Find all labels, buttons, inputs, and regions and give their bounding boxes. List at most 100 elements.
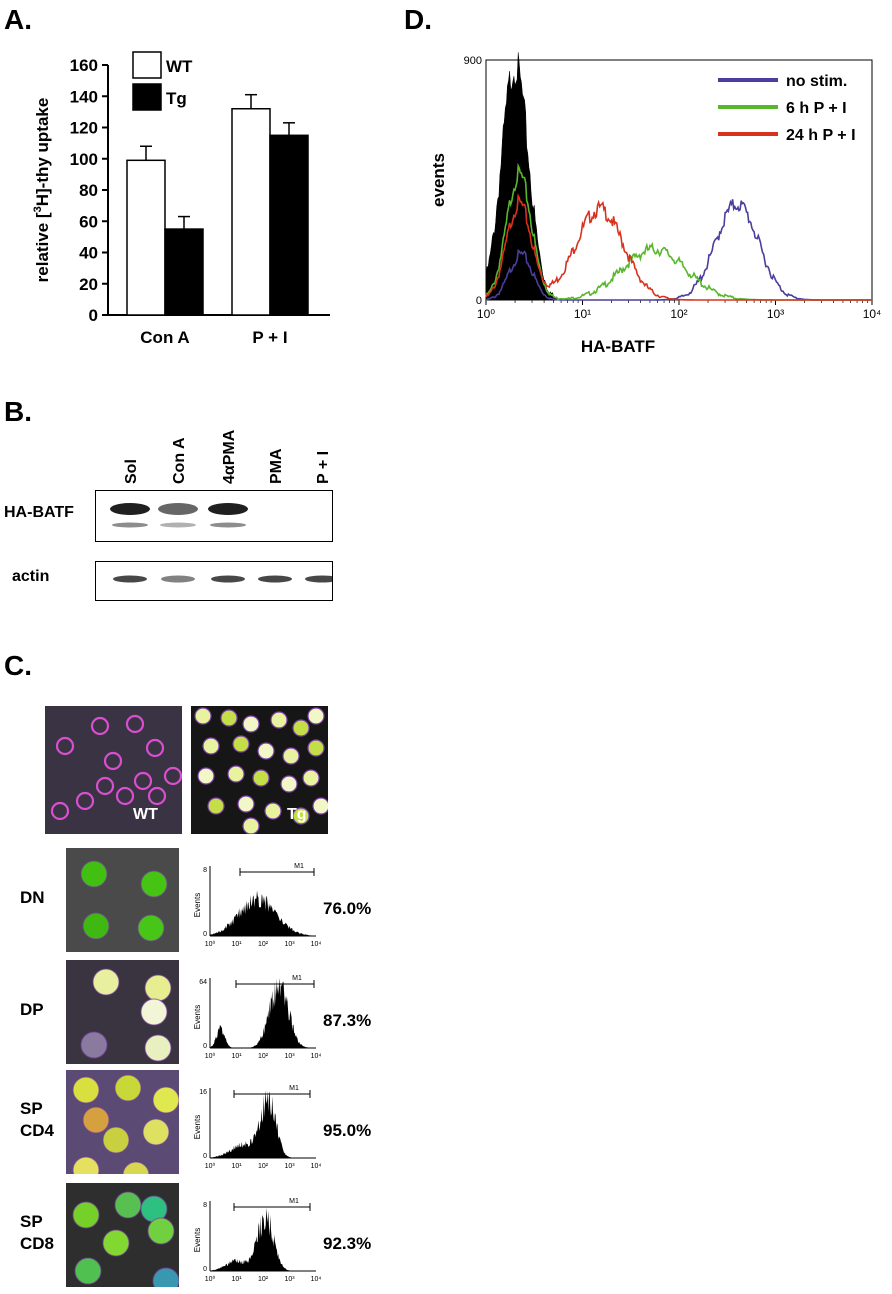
cell: [207, 797, 225, 815]
cell: [103, 751, 123, 771]
panel-a-ylabel: relative [3H]-thy uptake: [32, 98, 52, 283]
legend-label: Tg: [166, 89, 187, 108]
panel-c-letter: C.: [4, 650, 32, 681]
hist-x-tick-label: 10¹: [231, 1163, 242, 1170]
m1-gate-label: M1: [294, 863, 304, 870]
cell: [95, 776, 115, 796]
hist-x-tick-label: 10⁴: [311, 1053, 322, 1060]
hist-x-tick-label: 10⁴: [311, 1163, 322, 1170]
blot-row-label: actin: [12, 568, 50, 585]
cell: [80, 860, 108, 888]
y-tick-label: 900: [464, 55, 482, 67]
cell: [125, 714, 145, 734]
cell: [55, 736, 75, 756]
wt-micrograph: WT: [45, 706, 182, 834]
blot-lane-label: P + I: [315, 450, 332, 484]
y-tick-label: 40: [79, 244, 98, 263]
ha-batf-band: [208, 503, 248, 515]
x-tick-label: P + I: [252, 328, 287, 347]
micrograph-label: Tg: [287, 806, 307, 823]
hist-y0: 0: [203, 931, 207, 938]
panel-b-letter: B.: [4, 396, 32, 427]
hist-ymax: 8: [203, 1202, 207, 1209]
hist-x-tick-label: 10⁰: [205, 1162, 216, 1170]
cell: [270, 711, 288, 729]
cell: [142, 1118, 170, 1146]
cell: [152, 1267, 179, 1287]
hist-x-tick-label: 10²: [258, 941, 269, 948]
hist-x-tick-label: 10³: [284, 941, 295, 948]
cell: [252, 769, 270, 787]
cell: [152, 1086, 179, 1114]
cell: [144, 974, 172, 1002]
tg-micrograph: Tg: [191, 706, 328, 834]
hist-y0: 0: [203, 1153, 207, 1160]
actin-band: [258, 575, 292, 583]
hist-x-tick-label: 10²: [258, 1276, 269, 1283]
cell: [72, 1076, 100, 1104]
cell: [242, 817, 260, 834]
cell: [307, 707, 325, 725]
cell: [292, 719, 310, 737]
cell: [302, 769, 320, 787]
y-tick-label: 60: [79, 212, 98, 231]
hist-x-tick-label: 10⁰: [205, 1052, 216, 1060]
panel-a-chart: 0 20 40 60 80 100 120 140 160 Con A P + I WT Tg re…: [32, 51, 330, 347]
hist-x-tick-label: 10⁴: [311, 941, 322, 948]
cell: [292, 807, 310, 825]
hist-x-tick-label: 10²: [258, 1163, 269, 1170]
ha-batf-lower-band: [160, 522, 196, 528]
population-micrograph: [66, 848, 179, 952]
population-micrograph: [66, 1070, 179, 1174]
blot-membrane-actin: [95, 561, 339, 601]
cell: [202, 737, 220, 755]
cell: [72, 1156, 100, 1174]
cell: [115, 786, 135, 806]
panel-d-xlabel: HA-BATF: [581, 337, 655, 356]
actin-band: [305, 575, 339, 583]
population-histogram: Events 8 0 10⁰ 10¹ 10² 10³ 10⁴ M1: [193, 863, 322, 948]
ha-batf-band: [110, 503, 150, 515]
histogram-series-2: [485, 193, 872, 301]
cell: [140, 870, 168, 898]
cell: [102, 1126, 130, 1154]
hist-bars: [210, 1207, 316, 1271]
hist-bars: [210, 978, 316, 1048]
x-tick-label: 10²: [670, 307, 687, 321]
hist-x-tick-label: 10³: [284, 1276, 295, 1283]
population-micrograph: [66, 960, 179, 1064]
y-tick-label: 20: [79, 275, 98, 294]
hist-x-tick-label: 10²: [258, 1053, 269, 1060]
cell: [280, 775, 298, 793]
blot-row-label: HA-BATF: [4, 504, 74, 521]
population-histogram: Events 8 0 10⁰ 10¹ 10² 10³ 10⁴ M1: [193, 1198, 321, 1283]
population-label: DP: [20, 999, 44, 1021]
panel-b-blot: Sol Con A 4αPMA PMA P + I HA-BATF actin: [0, 430, 400, 610]
m1-gate-label: M1: [292, 975, 302, 982]
micrograph-label: WT: [133, 806, 158, 823]
cell: [133, 771, 153, 791]
cell: [227, 765, 245, 783]
cell: [122, 1161, 150, 1174]
legend-label: 6 h P + I: [786, 100, 847, 117]
cell: [92, 968, 120, 996]
bar-tg-1: [269, 134, 309, 316]
blot-lane-label: PMA: [268, 448, 285, 484]
x-tick-label: 10¹: [574, 307, 591, 321]
bar-wt-1: [231, 108, 271, 316]
blot-membrane-ha-batf: [95, 490, 333, 542]
population-label-line: CD4: [20, 1121, 55, 1140]
population-histogram: Events 64 0 10⁰ 10¹ 10² 10³ 10⁴ M1: [193, 975, 322, 1060]
population-micrograph: [66, 1183, 179, 1287]
cell: [163, 766, 182, 786]
y-tick-label: 140: [70, 87, 98, 106]
x-tick-label: Con A: [140, 328, 189, 347]
panel-d-chart: 0 900 10⁰ 10¹ 10² 10³ 10⁴ no stim. 6 h P + I 24 …: [429, 52, 881, 356]
hist-bars: [210, 890, 316, 936]
cell: [220, 709, 238, 727]
cell: [237, 795, 255, 813]
cell: [102, 1229, 130, 1257]
y-tick-label: 160: [70, 56, 98, 75]
legend-swatch: [132, 51, 162, 79]
legend-label: WT: [166, 57, 193, 76]
